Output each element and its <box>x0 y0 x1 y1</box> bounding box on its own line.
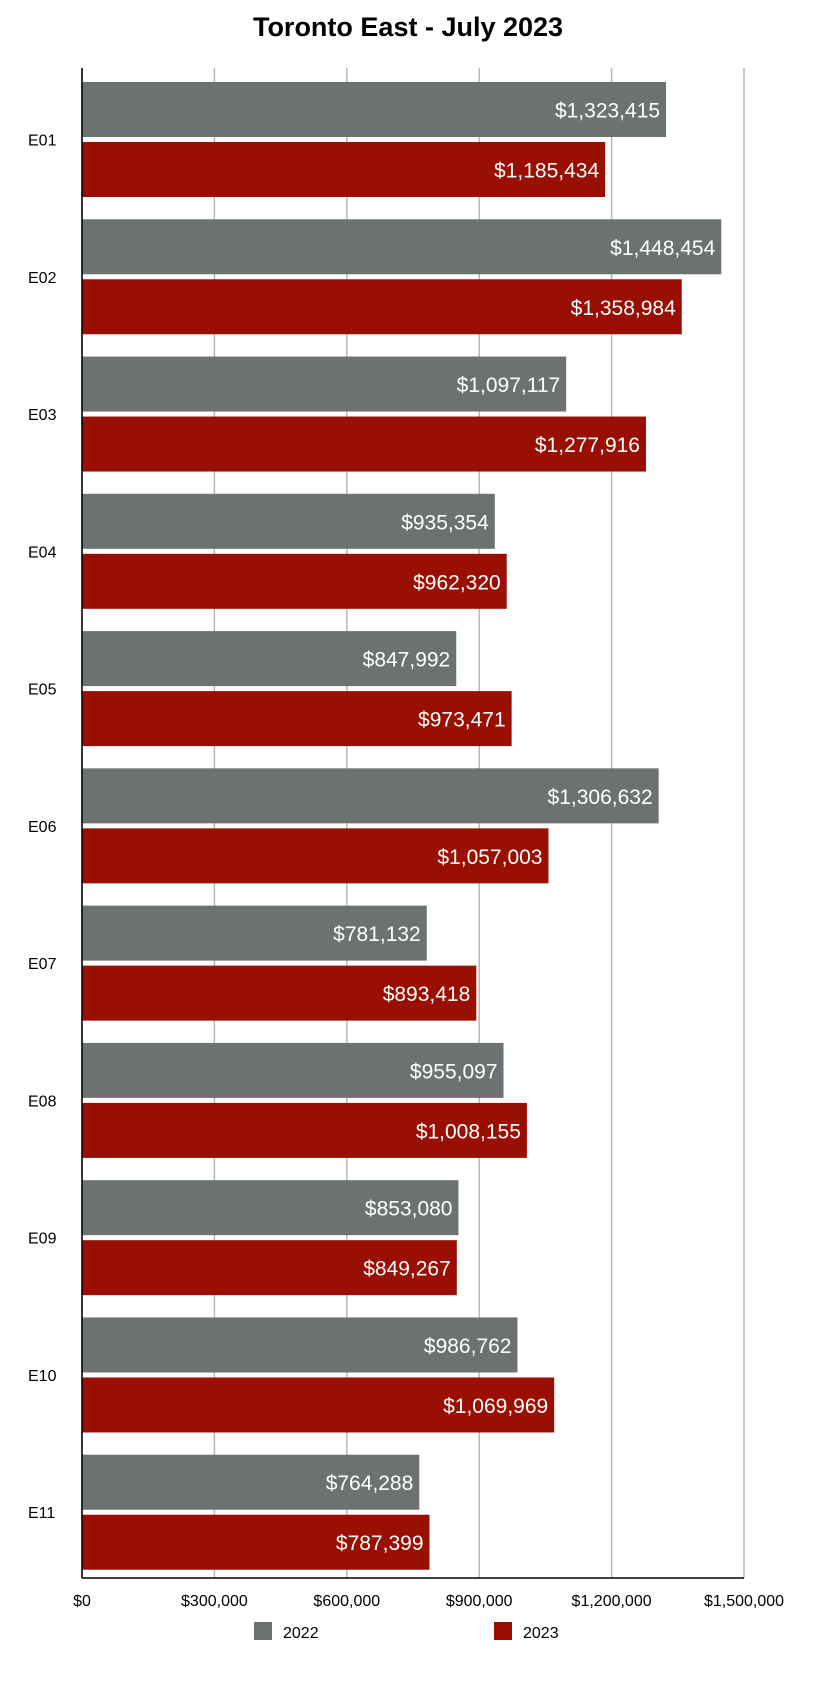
bar-2023-E11 <box>82 1514 430 1570</box>
bar-2023-E05 <box>82 691 512 747</box>
bar-2023-E01 <box>82 142 606 197</box>
bar-2023-E09 <box>82 1240 457 1296</box>
category-label-E05: E05 <box>28 682 57 699</box>
category-label-E04: E04 <box>28 544 57 561</box>
bar-2023-E04 <box>82 553 507 609</box>
data-label-2023-E10: $1,069,969 <box>443 1395 548 1418</box>
bar-2022-E07 <box>82 905 427 961</box>
bar-2022-E10 <box>82 1317 518 1373</box>
bar-2023-E08 <box>82 1102 527 1158</box>
data-label-2023-E02: $1,358,984 <box>571 297 676 320</box>
data-label-2023-E05: $973,471 <box>418 709 506 732</box>
bar-2022-E02 <box>82 219 722 275</box>
bar-2022-E01 <box>82 82 667 137</box>
legend-swatch-2022 <box>254 1622 272 1640</box>
data-label-2022-E11: $764,288 <box>326 1472 414 1495</box>
data-label-2023-E03: $1,277,916 <box>535 434 640 457</box>
x-tick-label-3: $900,000 <box>446 1593 513 1610</box>
category-label-E01: E01 <box>28 133 57 150</box>
category-label-E10: E10 <box>28 1368 57 1385</box>
bar-2023-E03 <box>82 416 646 472</box>
category-label-E08: E08 <box>28 1093 57 1110</box>
data-label-2023-E04: $962,320 <box>413 571 501 594</box>
x-tick-label-4: $1,200,000 <box>572 1593 652 1610</box>
bar-2022-E03 <box>82 356 567 412</box>
bar-2023-E02 <box>82 279 682 335</box>
bar-2023-E06 <box>82 828 549 884</box>
bar-2022-E04 <box>82 493 495 549</box>
legend-label-2022: 2022 <box>283 1625 319 1642</box>
x-tick-label-0: $0 <box>73 1593 91 1610</box>
data-label-2023-E08: $1,008,155 <box>416 1120 521 1143</box>
data-label-2022-E09: $853,080 <box>365 1198 453 1221</box>
bar-2022-E05 <box>82 631 457 687</box>
bar-2022-E11 <box>82 1454 420 1510</box>
bar-2023-E10 <box>82 1377 555 1433</box>
data-label-2023-E11: $787,399 <box>336 1532 424 1555</box>
category-label-E09: E09 <box>28 1231 57 1248</box>
data-label-2023-E09: $849,267 <box>363 1258 451 1281</box>
data-label-2023-E07: $893,418 <box>383 983 471 1006</box>
data-label-2022-E01: $1,323,415 <box>555 100 660 123</box>
data-label-2022-E10: $986,762 <box>424 1335 512 1358</box>
chart-title: Toronto East - July 2023 <box>252 12 564 42</box>
category-label-E11: E11 <box>28 1505 55 1522</box>
data-label-2022-E04: $935,354 <box>401 511 489 534</box>
data-label-2023-E06: $1,057,003 <box>437 846 542 869</box>
category-label-E06: E06 <box>28 819 57 836</box>
data-label-2022-E08: $955,097 <box>410 1060 498 1083</box>
x-tick-label-2: $600,000 <box>313 1593 380 1610</box>
category-label-E02: E02 <box>28 270 57 287</box>
bar-2022-E06 <box>82 768 659 824</box>
x-tick-label-1: $300,000 <box>181 1593 248 1610</box>
data-label-2022-E03: $1,097,117 <box>457 374 561 397</box>
bar-2023-E07 <box>82 965 477 1021</box>
legend-label-2023: 2023 <box>523 1625 559 1642</box>
bar-2022-E09 <box>82 1180 459 1236</box>
x-tick-label-5: $1,500,000 <box>704 1593 784 1610</box>
data-label-2022-E02: $1,448,454 <box>610 237 715 260</box>
data-label-2023-E01: $1,185,434 <box>494 160 599 183</box>
bar-2022-E08 <box>82 1042 504 1098</box>
data-label-2022-E07: $781,132 <box>333 923 421 946</box>
legend-swatch-2023 <box>494 1622 512 1640</box>
category-label-E07: E07 <box>28 956 57 973</box>
category-label-E03: E03 <box>28 407 57 424</box>
data-label-2022-E05: $847,992 <box>363 649 451 672</box>
data-label-2022-E06: $1,306,632 <box>548 786 653 809</box>
